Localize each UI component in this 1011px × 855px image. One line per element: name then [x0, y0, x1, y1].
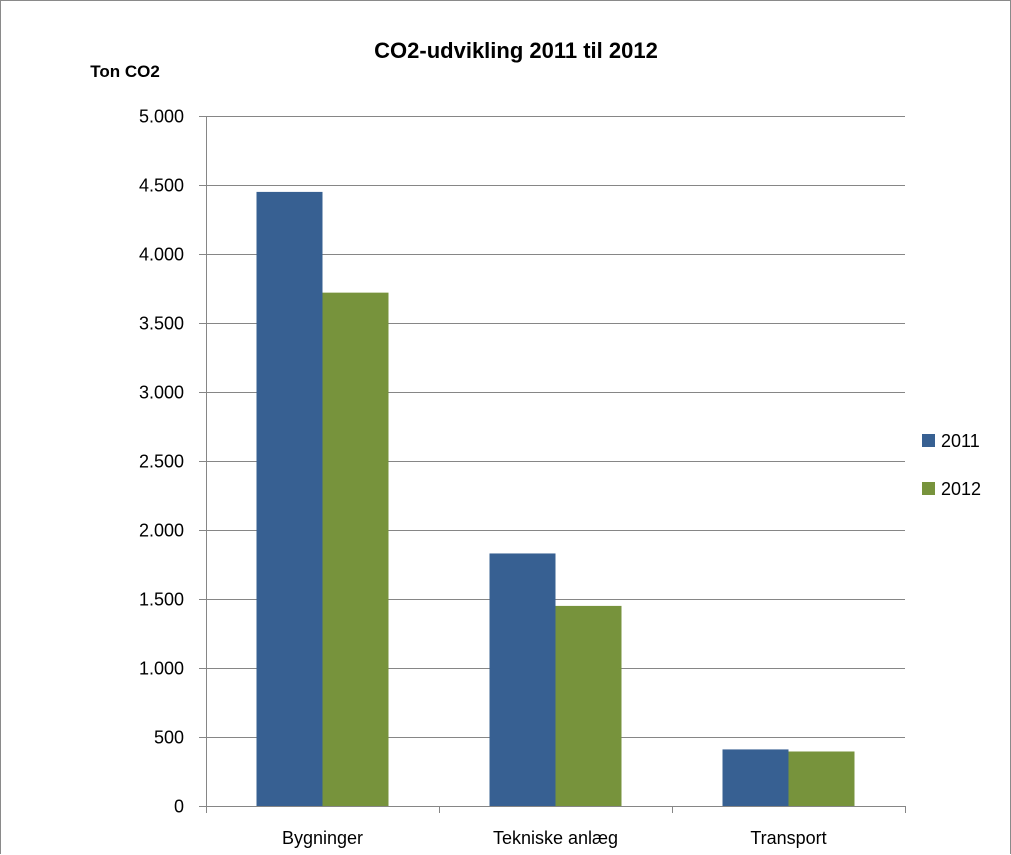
- y-axis-label: Ton CO2: [90, 62, 160, 81]
- y-tick-labels: 0 500 1.000 1.500 2.000 2.500 3.000 3.500 4.000 4…: [139, 107, 184, 817]
- y-tick-label: 3.000: [139, 383, 184, 403]
- axes: [199, 116, 906, 813]
- bar-2011-0: [256, 191, 323, 806]
- x-category-label: Bygninger: [282, 828, 363, 848]
- bars: [256, 191, 855, 806]
- y-tick-label: 2.000: [139, 521, 184, 541]
- y-tick-label: 4.500: [139, 176, 184, 196]
- y-tick-label: 0: [174, 797, 184, 817]
- x-category-label: Transport: [750, 828, 826, 848]
- x-category-label: Tekniske anlæg: [493, 828, 618, 848]
- bar-2012-0: [322, 292, 389, 806]
- y-tick-label: 2.500: [139, 452, 184, 472]
- legend-label: 2012: [941, 479, 981, 499]
- x-category-labels: Bygninger Tekniske anlæg Transport: [282, 828, 827, 848]
- bar-2012-2: [788, 751, 855, 806]
- y-tick-label: 1.000: [139, 659, 184, 679]
- legend-label: 2011: [941, 431, 980, 451]
- y-tick-label: 4.000: [139, 245, 184, 265]
- chart-title: CO2-udvikling 2011 til 2012: [374, 38, 658, 63]
- y-tick-label: 5.000: [139, 107, 184, 127]
- bar-2011-1: [489, 553, 556, 806]
- bar-2012-1: [555, 605, 622, 806]
- y-tick-label: 500: [154, 728, 184, 748]
- legend-swatch-2011: [922, 434, 935, 447]
- legend-swatch-2012: [922, 482, 935, 495]
- legend: 2011 2012: [922, 431, 981, 499]
- y-tick-label: 1.500: [139, 590, 184, 610]
- y-tick-label: 3.500: [139, 314, 184, 334]
- bar-2011-2: [722, 749, 789, 806]
